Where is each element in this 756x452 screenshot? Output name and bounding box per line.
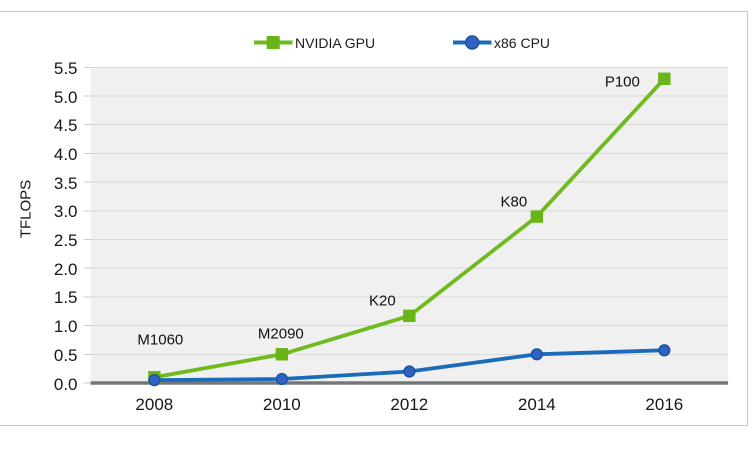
y-axis-label: 4.0 (53, 144, 78, 164)
y-axis-label: 2.0 (53, 259, 78, 279)
y-axis-label: 3.5 (53, 173, 78, 193)
nvidia-gpu-marker (403, 309, 416, 323)
y-axis-title: TFLOPS (17, 179, 35, 239)
point-label-p100: P100 (604, 73, 640, 91)
point-label-k20: K20 (368, 292, 396, 310)
y-axis-label: 5.0 (53, 87, 78, 107)
legend-marker-nvidia-gpu-icon (266, 36, 280, 49)
point-label-m1060: M1060 (137, 331, 184, 349)
x-axis-label: 2014 (517, 395, 556, 414)
y-axis-label: 0.5 (53, 345, 78, 365)
point-label-k80: K80 (500, 193, 528, 211)
nvidia-gpu-marker (530, 210, 544, 223)
y-axis-label: 0.0 (53, 374, 78, 394)
point-label-m2090: M2090 (257, 325, 304, 343)
legend-marker-x86-cpu-icon (465, 35, 480, 50)
x86-cpu-marker (403, 365, 416, 378)
legend-label-nvidia-gpu: NVIDIA GPU (295, 35, 376, 51)
y-axis-label: 4.5 (53, 116, 78, 136)
x-axis-label: 2010 (262, 395, 301, 414)
y-axis-label: 3.0 (53, 202, 78, 222)
x86-cpu-marker (275, 372, 288, 386)
x-axis-label: 2012 (390, 395, 429, 414)
y-axis-label: 2.5 (53, 231, 78, 250)
x86-cpu-marker (658, 344, 671, 357)
x-axis-label: 2016 (645, 395, 684, 414)
y-axis-label: 1.5 (53, 288, 78, 308)
legend-markers-svg (254, 35, 492, 50)
nvidia-gpu-marker (658, 72, 671, 85)
x86-cpu-marker (148, 374, 161, 387)
nvidia-gpu-marker (275, 348, 289, 361)
plot-area (90, 67, 729, 384)
y-axis-label: 5.5 (53, 58, 78, 78)
x86-cpu-marker (530, 348, 543, 361)
y-axis-label: 1.0 (53, 317, 78, 337)
legend-label-x86-cpu: x86 CPU (494, 35, 551, 51)
x-axis-label: 2008 (135, 395, 174, 414)
